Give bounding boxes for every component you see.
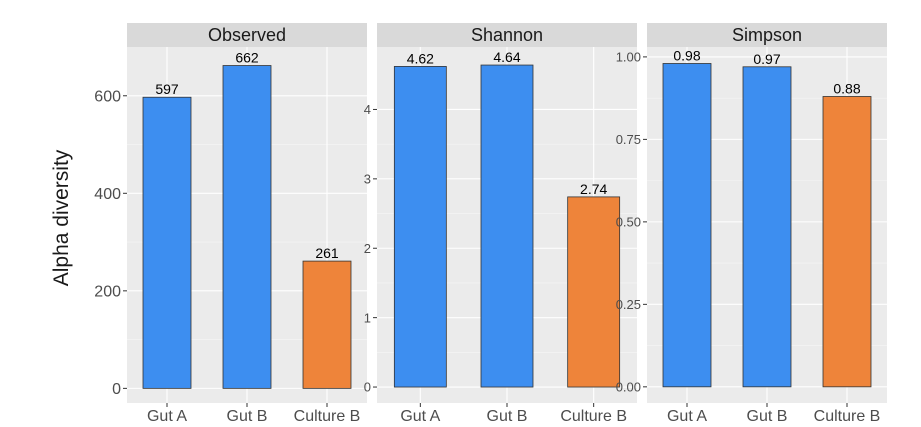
x-tick-label-shannon-gut-a: Gut A — [400, 408, 440, 425]
x-tick-label-simpson-gut-b: Gut B — [747, 408, 788, 425]
bar-observed-gut-a — [142, 96, 192, 389]
bar-observed-gut-b — [222, 65, 272, 389]
bar-shannon-gut-a — [393, 66, 447, 388]
value-label-observed-gut-b: 662 — [235, 50, 259, 66]
y-tick-label-shannon: 2 — [364, 241, 371, 256]
x-tick-label-observed-gut-a: Gut A — [147, 408, 187, 425]
y-tick-label-simpson: 1.00 — [616, 50, 641, 65]
y-tick-label-observed: 600 — [94, 89, 121, 106]
panel-title-observed: Observed — [208, 25, 286, 45]
value-label-observed-culture-b: 261 — [315, 245, 339, 261]
panel-strip-simpson — [647, 23, 887, 47]
x-tick-label-observed-gut-b: Gut B — [227, 408, 268, 425]
y-tick-label-observed: 0 — [112, 381, 121, 398]
bar-simpson-gut-b — [742, 66, 792, 388]
panel-strip-shannon — [377, 23, 637, 47]
y-tick-label-simpson: 0.00 — [616, 380, 641, 395]
y-tick-label-simpson: 0.50 — [616, 215, 641, 230]
x-tick-label-observed-culture-b: Culture B — [294, 408, 361, 425]
bar-simpson-gut-a — [662, 63, 712, 388]
panel-title-simpson: Simpson — [732, 25, 802, 45]
y-tick-label-observed: 200 — [94, 284, 121, 301]
value-label-shannon-gut-b: 4.64 — [493, 49, 520, 65]
panel-strip-observed — [127, 23, 367, 47]
panel-title-shannon: Shannon — [471, 25, 543, 45]
y-tick-label-shannon: 3 — [364, 172, 371, 187]
value-label-simpson-culture-b: 0.88 — [833, 80, 860, 96]
value-label-observed-gut-a: 597 — [155, 81, 179, 97]
y-tick-label-observed: 400 — [94, 186, 121, 203]
value-label-simpson-gut-b: 0.97 — [753, 51, 780, 67]
y-tick-label-shannon: 1 — [364, 310, 371, 325]
bar-shannon-gut-b — [480, 64, 534, 388]
value-label-shannon-gut-a: 4.62 — [407, 50, 434, 66]
x-tick-label-simpson-culture-b: Culture B — [814, 408, 881, 425]
y-tick-label-shannon: 4 — [364, 102, 371, 117]
bar-simpson-culture-b — [822, 96, 872, 388]
x-tick-label-simpson-gut-a: Gut A — [667, 408, 707, 425]
bar-shannon-culture-b — [567, 196, 621, 388]
value-label-simpson-gut-a: 0.98 — [673, 47, 700, 63]
bar-observed-culture-b — [302, 260, 352, 389]
y-tick-label-simpson: 0.75 — [616, 132, 641, 147]
x-tick-label-shannon-gut-b: Gut B — [487, 408, 528, 425]
y-axis-label: Alpha diversity — [50, 149, 73, 286]
x-tick-label-shannon-culture-b: Culture B — [560, 408, 627, 425]
y-tick-label-simpson: 0.25 — [616, 297, 641, 312]
value-label-shannon-culture-b: 2.74 — [580, 181, 607, 197]
y-tick-label-shannon: 0 — [364, 380, 371, 395]
